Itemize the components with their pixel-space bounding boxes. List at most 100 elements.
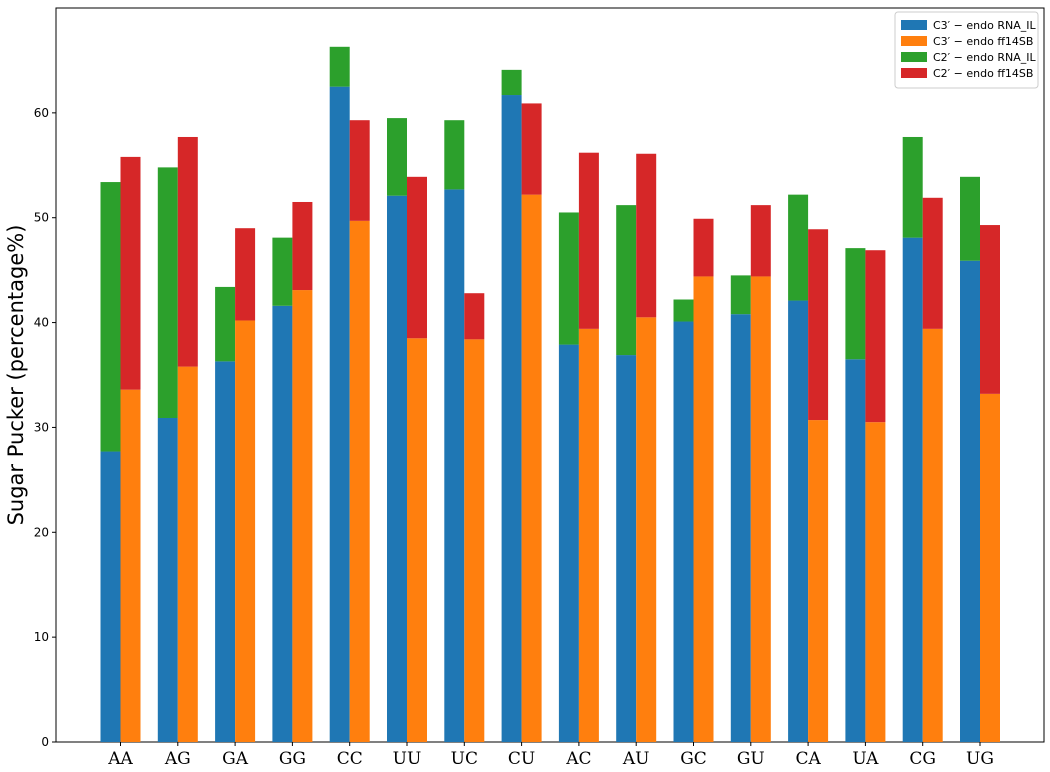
x-tick-label-cg: CG: [909, 749, 936, 769]
legend-label: C2′ − endo ff14SB: [933, 67, 1033, 80]
x-tick-label-aa: AA: [107, 749, 133, 769]
bar-ca-rnail-c3: [788, 300, 809, 742]
bar-gg-ff14sb-c3: [292, 290, 313, 742]
bar-cg-rnail-c3: [902, 237, 923, 742]
bar-ag-rnail-c2: [157, 167, 178, 418]
x-tick-label-ga: GA: [222, 749, 249, 769]
y-tick-label: 60: [34, 106, 49, 120]
legend-swatch: [901, 68, 927, 78]
bar-ag-rnail-c3: [157, 417, 178, 742]
bar-cc-ff14sb-c2: [349, 120, 370, 221]
bar-gg-ff14sb-c2: [292, 201, 313, 291]
bar-gg-rnail-c3: [272, 305, 293, 742]
x-tick-label-cc: CC: [337, 749, 363, 769]
bar-gc-rnail-c2: [673, 299, 694, 322]
x-tick-label-uu: UU: [393, 749, 422, 769]
bar-uu-ff14sb-c2: [407, 176, 427, 339]
bar-ca-ff14sb-c3: [808, 420, 829, 742]
bar-ag-ff14sb-c2: [177, 136, 198, 367]
bar-cg-ff14sb-c3: [922, 328, 943, 742]
bar-cu-rnail-c3: [501, 95, 522, 742]
bar-cc-ff14sb-c3: [349, 220, 370, 743]
y-tick-label: 20: [34, 525, 49, 539]
legend: C3′ − endo RNA_IL C3′ − endo ff14SB C2′ − …: [894, 11, 1039, 89]
plot-area: [55, 7, 1045, 743]
bar-uu-rnail-c2: [387, 118, 407, 196]
y-tick-label: 40: [34, 316, 49, 330]
bar-gg-rnail-c2: [272, 237, 293, 306]
y-tick-label: 0: [41, 735, 49, 749]
legend-swatch: [901, 20, 927, 30]
bar-uu-rnail-c3: [387, 195, 407, 743]
y-axis: 0 10 20 30 40 50 60: [34, 106, 56, 749]
x-tick-label-au: AU: [622, 749, 650, 769]
bar-ug-rnail-c2: [960, 176, 980, 261]
bar-uc-ff14sb-c3: [464, 339, 485, 742]
bar-aa-ff14sb-c3: [120, 389, 141, 742]
bar-cg-ff14sb-c2: [922, 197, 943, 329]
bar-cu-ff14sb-c2: [521, 103, 542, 195]
bar-gc-rnail-c3: [673, 321, 694, 742]
bar-au-ff14sb-c3: [636, 317, 657, 742]
bar-ga-rnail-c3: [215, 361, 236, 742]
bar-uc-rnail-c2: [444, 120, 465, 190]
x-tick-label-cu: CU: [508, 749, 535, 769]
bar-aa-rnail-c3: [100, 451, 121, 742]
y-tick-label: 50: [34, 211, 49, 225]
bar-gu-rnail-c2: [730, 275, 751, 315]
bar-cc-rnail-c3: [329, 86, 350, 742]
x-tick-label-uc: UC: [451, 749, 478, 769]
bar-gc-ff14sb-c2: [693, 218, 714, 277]
bar-ua-ff14sb-c2: [865, 250, 886, 423]
legend-swatch: [901, 52, 927, 62]
bar-ac-ff14sb-c2: [578, 152, 599, 329]
x-tick-label-ag: AG: [164, 749, 191, 769]
legend-label: C3′ − endo ff14SB: [933, 35, 1033, 48]
bar-cg-rnail-c2: [902, 136, 923, 238]
bar-uc-ff14sb-c2: [464, 293, 485, 340]
x-tick-label-ua: UA: [852, 749, 879, 769]
x-axis: AA AG GA GG CC UU UC CU AC AU GC GU CA UA CG UG: [107, 742, 994, 769]
x-tick-label-ca: CA: [795, 749, 821, 769]
bar-gu-ff14sb-c3: [750, 276, 771, 742]
bar-ua-rnail-c2: [845, 248, 866, 360]
bar-gu-rnail-c3: [730, 314, 751, 742]
bar-ga-ff14sb-c3: [235, 320, 256, 742]
bar-uc-rnail-c3: [444, 189, 465, 743]
bar-ac-ff14sb-c3: [578, 328, 599, 742]
bar-ca-rnail-c2: [788, 194, 809, 301]
bar-cu-ff14sb-c3: [521, 194, 542, 742]
bar-ga-rnail-c2: [215, 286, 236, 362]
bar-ua-rnail-c3: [845, 359, 866, 742]
bar-au-rnail-c3: [616, 355, 637, 742]
bar-ac-rnail-c2: [558, 212, 579, 345]
bar-ug-ff14sb-c3: [980, 393, 1000, 742]
x-tick-label-gc: GC: [680, 749, 707, 769]
bar-gc-ff14sb-c3: [693, 276, 714, 742]
y-tick-label: 10: [34, 630, 49, 644]
x-tick-label-gu: GU: [737, 749, 765, 769]
bar-aa-ff14sb-c2: [120, 156, 141, 390]
y-axis-label: Sugar Pucker (percentage%): [4, 225, 28, 526]
legend-swatch: [901, 36, 927, 46]
x-tick-label-ug: UG: [966, 749, 994, 769]
x-tick-label-gg: GG: [279, 749, 306, 769]
bar-au-ff14sb-c2: [636, 153, 657, 318]
bar-aa-rnail-c2: [100, 182, 121, 452]
bar-cc-rnail-c2: [329, 46, 350, 87]
bar-ag-ff14sb-c3: [177, 366, 198, 742]
bar-ua-ff14sb-c3: [865, 422, 886, 742]
bars-layer: [100, 46, 1000, 743]
bar-ug-ff14sb-c2: [980, 225, 1000, 394]
bar-au-rnail-c2: [616, 205, 637, 356]
y-tick-label: 30: [34, 420, 49, 434]
bar-gu-ff14sb-c2: [750, 205, 771, 277]
legend-label: C2′ − endo RNA_IL: [933, 51, 1036, 64]
legend-frame: [894, 11, 1039, 89]
bar-ug-rnail-c3: [960, 260, 980, 742]
legend-label: C3′ − endo RNA_IL: [933, 19, 1036, 32]
x-tick-label-ac: AC: [565, 749, 591, 769]
bar-ga-ff14sb-c2: [235, 228, 256, 321]
bar-ac-rnail-c3: [558, 344, 579, 742]
